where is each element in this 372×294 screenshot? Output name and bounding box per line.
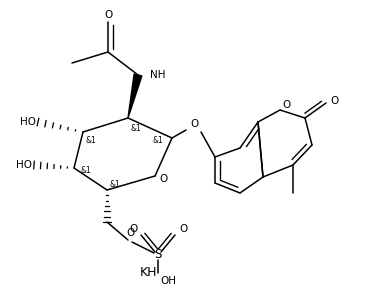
Text: OH: OH — [160, 276, 176, 286]
Text: O: O — [126, 228, 134, 238]
Text: KH: KH — [139, 265, 157, 278]
Text: &1: &1 — [131, 123, 141, 133]
Text: O: O — [282, 100, 290, 110]
Text: O: O — [190, 119, 198, 129]
Text: NH: NH — [150, 70, 166, 80]
Text: S: S — [154, 248, 162, 261]
Text: HO: HO — [20, 117, 36, 127]
Text: &1: &1 — [86, 136, 96, 144]
Text: &1: &1 — [110, 180, 121, 188]
Text: &1: &1 — [153, 136, 163, 144]
Polygon shape — [128, 74, 142, 118]
Text: O: O — [104, 10, 112, 20]
Text: O: O — [159, 174, 167, 184]
Text: HO: HO — [16, 160, 32, 170]
Text: &1: &1 — [81, 166, 92, 175]
Text: O: O — [179, 224, 187, 234]
Text: O: O — [129, 224, 137, 234]
Text: O: O — [330, 96, 338, 106]
